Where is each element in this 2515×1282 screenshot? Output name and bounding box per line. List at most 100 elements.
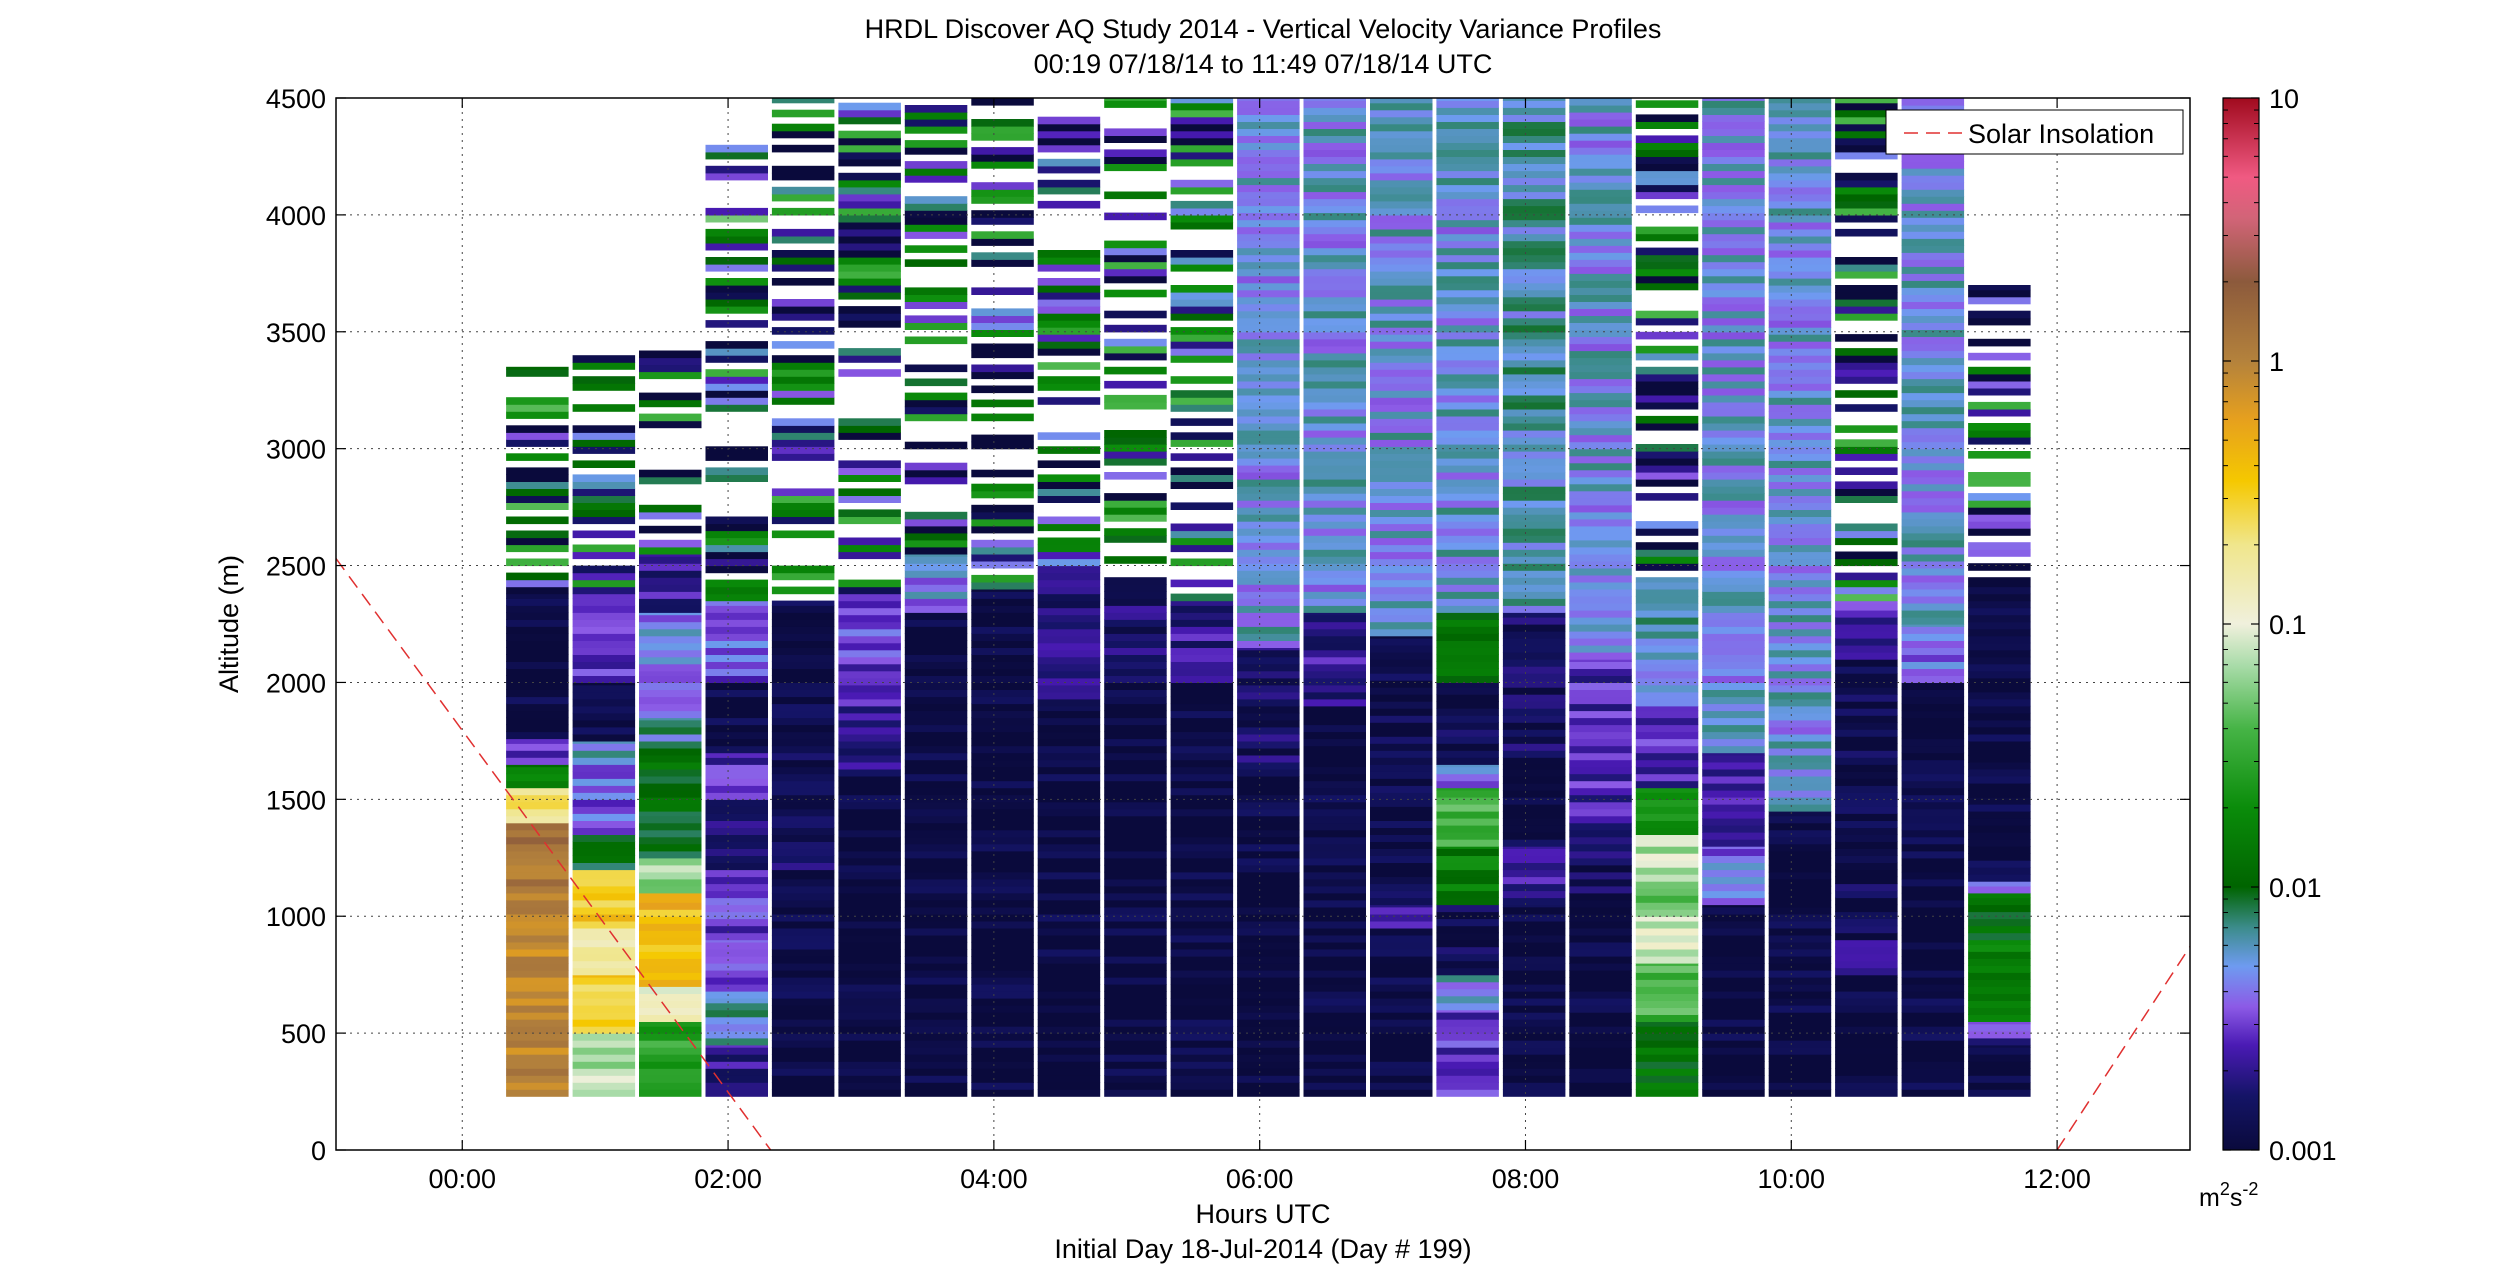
heatmap-cell bbox=[1502, 1005, 1566, 1013]
heatmap-cell bbox=[1502, 764, 1566, 770]
heatmap-cell bbox=[1901, 647, 1965, 655]
heatmap-cell bbox=[1702, 408, 1765, 417]
heatmap-cell bbox=[771, 808, 835, 817]
heatmap-cell bbox=[1037, 677, 1101, 686]
heatmap-cell bbox=[1569, 511, 1632, 520]
heatmap-cell bbox=[1968, 804, 2031, 812]
heatmap-cell bbox=[1901, 203, 1965, 211]
heatmap-cell bbox=[1901, 1047, 1965, 1055]
heatmap-cell bbox=[971, 189, 1034, 197]
heatmap-cell bbox=[1104, 626, 1167, 634]
heatmap-cell bbox=[705, 904, 768, 913]
heatmap-cell bbox=[1702, 956, 1765, 964]
heatmap-cell bbox=[904, 119, 968, 127]
heatmap-cell bbox=[1635, 1061, 1699, 1069]
heatmap-cell bbox=[705, 619, 768, 627]
heatmap-cell bbox=[1303, 815, 1366, 824]
heatmap-cell bbox=[1502, 617, 1566, 625]
heatmap-cell bbox=[1702, 303, 1765, 312]
heatmap-cell bbox=[1303, 408, 1366, 417]
heatmap-cell bbox=[639, 843, 702, 852]
heatmap-cell bbox=[904, 654, 968, 662]
heatmap-cell bbox=[1237, 549, 1300, 557]
heatmap-cell bbox=[1104, 998, 1167, 1006]
heatmap-cell bbox=[506, 572, 569, 581]
heatmap-cell bbox=[1170, 977, 1234, 985]
heatmap-cell bbox=[1104, 991, 1167, 999]
heatmap-cell bbox=[705, 292, 768, 300]
heatmap-cell bbox=[971, 287, 1034, 295]
heatmap-cell bbox=[904, 1012, 968, 1020]
heatmap-cell bbox=[1569, 766, 1632, 775]
heatmap-cell bbox=[771, 369, 835, 377]
heatmap-cell bbox=[1569, 1019, 1632, 1027]
heatmap-cell bbox=[1702, 825, 1765, 833]
heatmap-cell bbox=[1303, 780, 1366, 789]
heatmap-cell bbox=[1436, 542, 1499, 550]
heatmap-cell bbox=[771, 207, 835, 216]
heatmap-cell bbox=[1303, 205, 1366, 214]
heatmap-cell bbox=[572, 684, 636, 693]
heatmap-cell bbox=[1037, 306, 1101, 314]
heatmap-cell bbox=[1835, 586, 1898, 595]
heatmap-cell bbox=[1502, 984, 1566, 992]
heatmap-cell bbox=[639, 871, 702, 880]
heatmap-cell bbox=[1170, 1005, 1234, 1013]
heatmap-cell bbox=[904, 112, 968, 120]
heatmap-cell bbox=[1569, 140, 1632, 148]
heatmap-cell bbox=[1901, 1012, 1965, 1020]
heatmap-cell bbox=[705, 710, 768, 719]
heatmap-cell bbox=[1303, 710, 1366, 719]
heatmap-cell bbox=[838, 474, 901, 482]
heatmap-cell bbox=[1303, 542, 1366, 550]
heatmap-cell bbox=[1303, 128, 1366, 136]
heatmap-cell bbox=[1502, 219, 1566, 228]
heatmap-cell bbox=[1436, 832, 1499, 840]
heatmap-cell bbox=[506, 927, 569, 936]
heatmap-cell bbox=[1037, 1082, 1101, 1090]
heatmap-cell bbox=[1104, 647, 1167, 655]
heatmap-cell bbox=[971, 787, 1034, 796]
heatmap-cell bbox=[1303, 563, 1366, 571]
heatmap-cell bbox=[1901, 329, 1965, 337]
heatmap-cell bbox=[1901, 448, 1965, 457]
heatmap-cell bbox=[1104, 156, 1167, 164]
heatmap-cell bbox=[904, 196, 968, 204]
heatmap-cell bbox=[1436, 883, 1499, 892]
heatmap-cell bbox=[506, 654, 569, 662]
heatmap-cell bbox=[572, 612, 636, 620]
heatmap-cell bbox=[1835, 687, 1898, 695]
heatmap-cell bbox=[1901, 998, 1965, 1006]
heatmap-cell bbox=[572, 813, 636, 821]
heatmap-cell bbox=[1037, 684, 1101, 693]
heatmap-cell bbox=[1835, 467, 1898, 475]
heatmap-cell bbox=[1968, 563, 2031, 571]
heatmap-cell bbox=[1968, 892, 2031, 899]
heatmap-cell bbox=[1702, 310, 1765, 319]
heatmap-cell bbox=[1768, 768, 1832, 777]
heatmap-cell bbox=[1037, 963, 1101, 971]
heatmap-cell bbox=[705, 1054, 768, 1062]
heatmap-cell bbox=[1170, 537, 1234, 546]
heatmap-cell bbox=[1303, 275, 1366, 284]
heatmap-cell bbox=[1502, 493, 1566, 501]
x-tick-label: 04:00 bbox=[960, 1164, 1028, 1194]
heatmap-cell bbox=[1768, 1019, 1832, 1027]
heatmap-cell bbox=[639, 747, 702, 756]
heatmap-cell bbox=[1303, 387, 1366, 396]
heatmap-cell bbox=[1303, 254, 1366, 263]
heatmap-cell bbox=[572, 682, 636, 686]
heatmap-cell bbox=[705, 383, 768, 391]
heatmap-cell bbox=[1569, 934, 1632, 943]
heatmap-cell bbox=[1635, 205, 1699, 214]
heatmap-cell bbox=[1436, 135, 1499, 143]
heatmap-cell bbox=[1768, 963, 1832, 971]
heatmap-cell bbox=[1835, 495, 1898, 503]
heatmap-cell bbox=[1370, 193, 1433, 202]
heatmap-cell bbox=[1901, 364, 1965, 373]
y-tick-label: 2000 bbox=[266, 668, 326, 698]
heatmap-cell bbox=[1037, 200, 1101, 209]
heatmap-cell bbox=[572, 862, 636, 871]
heatmap-cell bbox=[1768, 376, 1832, 384]
heatmap-cell bbox=[1303, 268, 1366, 277]
